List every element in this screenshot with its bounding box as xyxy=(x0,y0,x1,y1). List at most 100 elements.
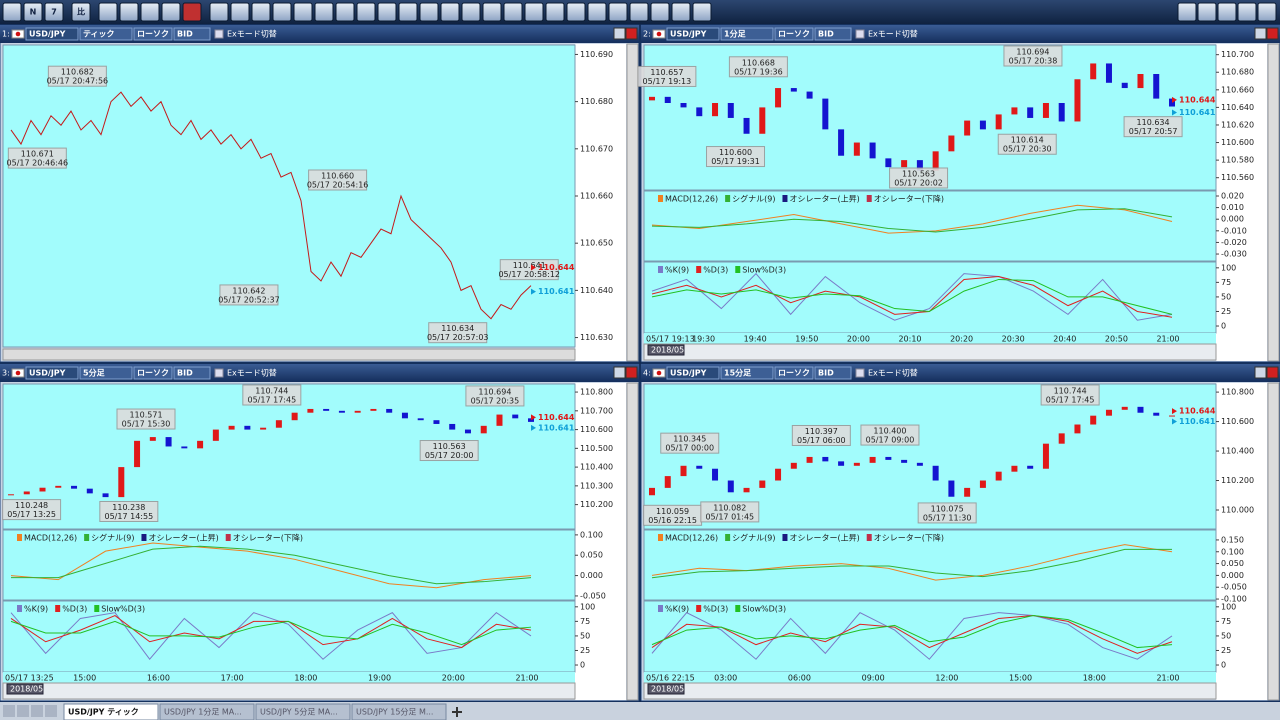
symbol-box[interactable] xyxy=(666,27,720,41)
toolbar-button[interactable] xyxy=(503,2,523,22)
toolbar-button[interactable] xyxy=(293,2,313,22)
toolbar-button[interactable] xyxy=(419,2,439,22)
toolbar-button[interactable] xyxy=(650,2,670,22)
toolbar-button[interactable] xyxy=(1197,2,1217,22)
toolbar-button[interactable] xyxy=(356,2,376,22)
price-marker xyxy=(531,264,536,271)
h-scrollbar[interactable] xyxy=(2,348,576,361)
slow-d-line xyxy=(651,278,1173,315)
v-scrollbar[interactable] xyxy=(1267,382,1280,701)
toolbar-button[interactable] xyxy=(608,2,628,22)
close-button[interactable] xyxy=(1266,366,1279,379)
ex-mode-checkbox[interactable] xyxy=(855,29,865,39)
toolbar-button[interactable] xyxy=(2,2,22,22)
side-box[interactable] xyxy=(814,27,852,41)
close-button[interactable] xyxy=(625,27,638,40)
tab-nav[interactable] xyxy=(3,705,15,717)
toolbar-button[interactable] xyxy=(671,2,691,22)
toolbar-button[interactable] xyxy=(140,2,160,22)
minimize-button[interactable] xyxy=(613,27,626,40)
timeframe-box[interactable] xyxy=(79,27,133,41)
toolbar-button[interactable] xyxy=(161,2,181,22)
ex-mode-checkbox[interactable] xyxy=(855,368,865,378)
toolbar-button[interactable] xyxy=(98,2,118,22)
timeframe-box[interactable] xyxy=(79,366,133,380)
chart-type-box[interactable] xyxy=(774,366,814,380)
toolbar-button[interactable] xyxy=(566,2,586,22)
legend-label: %K(9) xyxy=(665,266,689,275)
ex-mode-checkbox[interactable] xyxy=(214,29,224,39)
toolbar-button[interactable] xyxy=(461,2,481,22)
annotation-box xyxy=(1003,45,1063,67)
side-box[interactable] xyxy=(814,366,852,380)
candle xyxy=(86,488,93,494)
toolbar-button[interactable] xyxy=(1177,2,1197,22)
tab[interactable] xyxy=(255,703,351,720)
tab-nav[interactable] xyxy=(31,705,43,717)
close-button[interactable] xyxy=(625,366,638,379)
minimize-button[interactable] xyxy=(613,366,626,379)
toolbar-button[interactable] xyxy=(1217,2,1237,22)
toolbar-button[interactable] xyxy=(587,2,607,22)
toolbar-button[interactable] xyxy=(251,2,271,22)
toolbar-button[interactable] xyxy=(314,2,334,22)
timeframe-box[interactable] xyxy=(720,366,774,380)
tab-nav[interactable] xyxy=(45,705,57,717)
toolbar-button[interactable] xyxy=(440,2,460,22)
toolbar-button[interactable] xyxy=(482,2,502,22)
toolbar-button[interactable] xyxy=(272,2,292,22)
toolbar-button[interactable] xyxy=(335,2,355,22)
toolbar-button[interactable] xyxy=(398,2,418,22)
y-tick-label: 0.000 xyxy=(1221,215,1244,224)
toolbar-button[interactable] xyxy=(524,2,544,22)
toolbar-button[interactable] xyxy=(209,2,229,22)
legend-swatch xyxy=(55,605,61,612)
chart-type-box[interactable] xyxy=(133,366,173,380)
toolbar-button[interactable] xyxy=(71,2,91,22)
x-tick-label: 18:00 xyxy=(294,674,317,683)
toolbar-button[interactable] xyxy=(1237,2,1257,22)
annotation-box xyxy=(860,424,920,446)
navigator[interactable] xyxy=(2,682,576,700)
annotation-time: 05/17 20:58:12 xyxy=(498,270,560,279)
timeframe: 1分足 xyxy=(724,29,747,39)
navigator[interactable] xyxy=(643,682,1217,700)
chart-type-box[interactable] xyxy=(133,27,173,41)
ex-mode-checkbox[interactable] xyxy=(214,368,224,378)
symbol-box[interactable] xyxy=(666,366,720,380)
navigator[interactable] xyxy=(643,343,1217,361)
candle xyxy=(1042,103,1049,118)
add-tab[interactable] xyxy=(452,707,462,717)
toolbar-button[interactable] xyxy=(692,2,712,22)
toolbar-button[interactable] xyxy=(119,2,139,22)
candle xyxy=(822,456,829,462)
x-tick-label: 19:30 xyxy=(692,335,715,344)
symbol-box[interactable] xyxy=(25,366,79,380)
toolbar-button[interactable] xyxy=(1257,2,1277,22)
chart-type-box[interactable] xyxy=(774,27,814,41)
v-scrollbar[interactable] xyxy=(1267,43,1280,362)
toolbar-button[interactable] xyxy=(545,2,565,22)
toolbar-button[interactable] xyxy=(23,2,43,22)
tab[interactable] xyxy=(63,703,159,720)
side-box[interactable] xyxy=(173,366,211,380)
annotation-time: 05/17 19:31 xyxy=(711,157,760,166)
minimize-button[interactable] xyxy=(1254,366,1267,379)
toolbar-button[interactable] xyxy=(230,2,250,22)
panel-number: 3: xyxy=(2,369,10,378)
toolbar-button[interactable] xyxy=(629,2,649,22)
minimize-button[interactable] xyxy=(1254,27,1267,40)
close-button[interactable] xyxy=(1266,27,1279,40)
v-scrollbar[interactable] xyxy=(626,43,639,362)
toolbar-button[interactable] xyxy=(44,2,64,22)
tab-nav[interactable] xyxy=(17,705,29,717)
toolbar-button[interactable] xyxy=(182,2,202,22)
side-box[interactable] xyxy=(173,27,211,41)
toolbar-button[interactable] xyxy=(377,2,397,22)
tab[interactable] xyxy=(351,703,447,720)
v-scrollbar[interactable] xyxy=(626,382,639,701)
symbol-box[interactable] xyxy=(25,27,79,41)
timeframe-box[interactable] xyxy=(720,27,774,41)
tab[interactable] xyxy=(159,703,255,720)
y-tick-label: 25 xyxy=(580,646,590,655)
